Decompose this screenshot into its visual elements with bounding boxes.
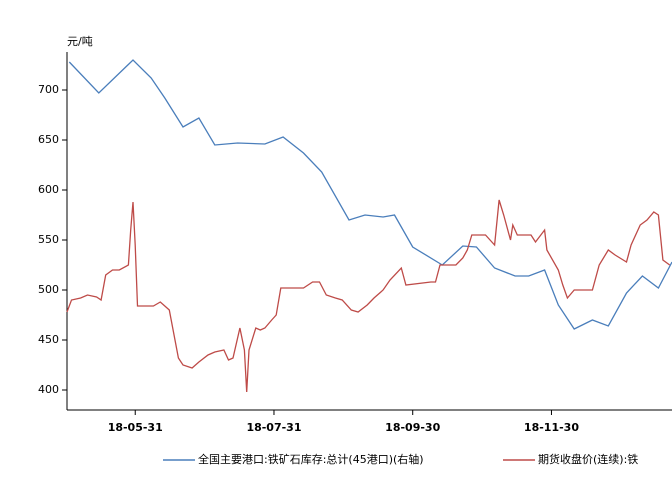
x-tick-label: 18-09-30 — [385, 421, 440, 434]
legend-label: 全国主要港口:铁矿石库存:总计(45港口)(右轴) — [198, 452, 424, 466]
y-tick-label: 400 — [38, 383, 59, 396]
line — [66, 199, 671, 393]
y-axis-label: 元/吨 — [67, 35, 93, 48]
x-tick-label: 18-07-31 — [246, 421, 301, 434]
y-tick-label: 550 — [38, 233, 59, 246]
line — [68, 59, 672, 330]
legend-label: 期货收盘价(连续):铁 — [538, 452, 638, 466]
x-tick-label: 18-11-30 — [524, 421, 579, 434]
y-tick-label: 650 — [38, 133, 59, 146]
y-tick-label: 700 — [38, 83, 59, 96]
y-tick-label: 450 — [38, 333, 59, 346]
y-tick-label: 600 — [38, 183, 59, 196]
x-tick-label: 18-05-31 — [108, 421, 163, 434]
y-tick-label: 500 — [38, 283, 59, 296]
